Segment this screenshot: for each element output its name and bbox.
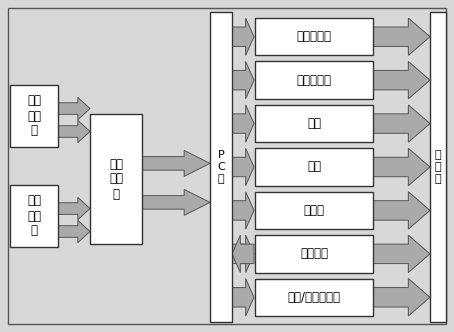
Polygon shape bbox=[58, 120, 90, 143]
Polygon shape bbox=[232, 279, 254, 316]
Polygon shape bbox=[373, 148, 430, 186]
Text: 人机界面: 人机界面 bbox=[300, 247, 328, 260]
Polygon shape bbox=[232, 18, 254, 55]
Polygon shape bbox=[142, 150, 210, 176]
Bar bbox=[210, 12, 232, 322]
Bar bbox=[255, 192, 373, 229]
Bar bbox=[90, 114, 142, 244]
Text: P
C
板: P C 板 bbox=[217, 150, 225, 184]
Bar bbox=[10, 185, 58, 247]
Polygon shape bbox=[373, 192, 430, 229]
Text: 天平: 天平 bbox=[307, 117, 321, 130]
Polygon shape bbox=[232, 235, 254, 273]
Polygon shape bbox=[373, 61, 430, 99]
Text: 压力控制器: 压力控制器 bbox=[296, 30, 331, 43]
Polygon shape bbox=[232, 148, 254, 186]
Polygon shape bbox=[232, 192, 254, 229]
Bar bbox=[255, 18, 373, 55]
Bar bbox=[255, 105, 373, 142]
Text: 压力
传感
器: 压力 传感 器 bbox=[27, 95, 41, 137]
Polygon shape bbox=[142, 189, 210, 215]
Text: 数字
显示
器: 数字 显示 器 bbox=[109, 157, 123, 201]
Polygon shape bbox=[232, 105, 254, 142]
Polygon shape bbox=[232, 235, 254, 273]
Text: 风机: 风机 bbox=[307, 160, 321, 174]
Text: 流量控制器: 流量控制器 bbox=[296, 74, 331, 87]
Polygon shape bbox=[58, 198, 90, 220]
Bar bbox=[255, 148, 373, 186]
Polygon shape bbox=[58, 220, 90, 243]
Text: 加热器: 加热器 bbox=[304, 204, 325, 217]
Polygon shape bbox=[373, 18, 430, 55]
Bar bbox=[430, 12, 446, 322]
Polygon shape bbox=[373, 235, 430, 273]
Text: 温度
传感
器: 温度 传感 器 bbox=[27, 195, 41, 237]
Bar bbox=[255, 61, 373, 99]
Text: 手动/自动泵系统: 手动/自动泵系统 bbox=[287, 291, 340, 304]
Bar bbox=[255, 279, 373, 316]
Polygon shape bbox=[232, 61, 254, 99]
Polygon shape bbox=[58, 97, 90, 120]
Polygon shape bbox=[373, 279, 430, 316]
Text: 执
行
器: 执 行 器 bbox=[434, 150, 441, 184]
Bar bbox=[10, 85, 58, 147]
Polygon shape bbox=[373, 105, 430, 142]
Bar bbox=[255, 235, 373, 273]
